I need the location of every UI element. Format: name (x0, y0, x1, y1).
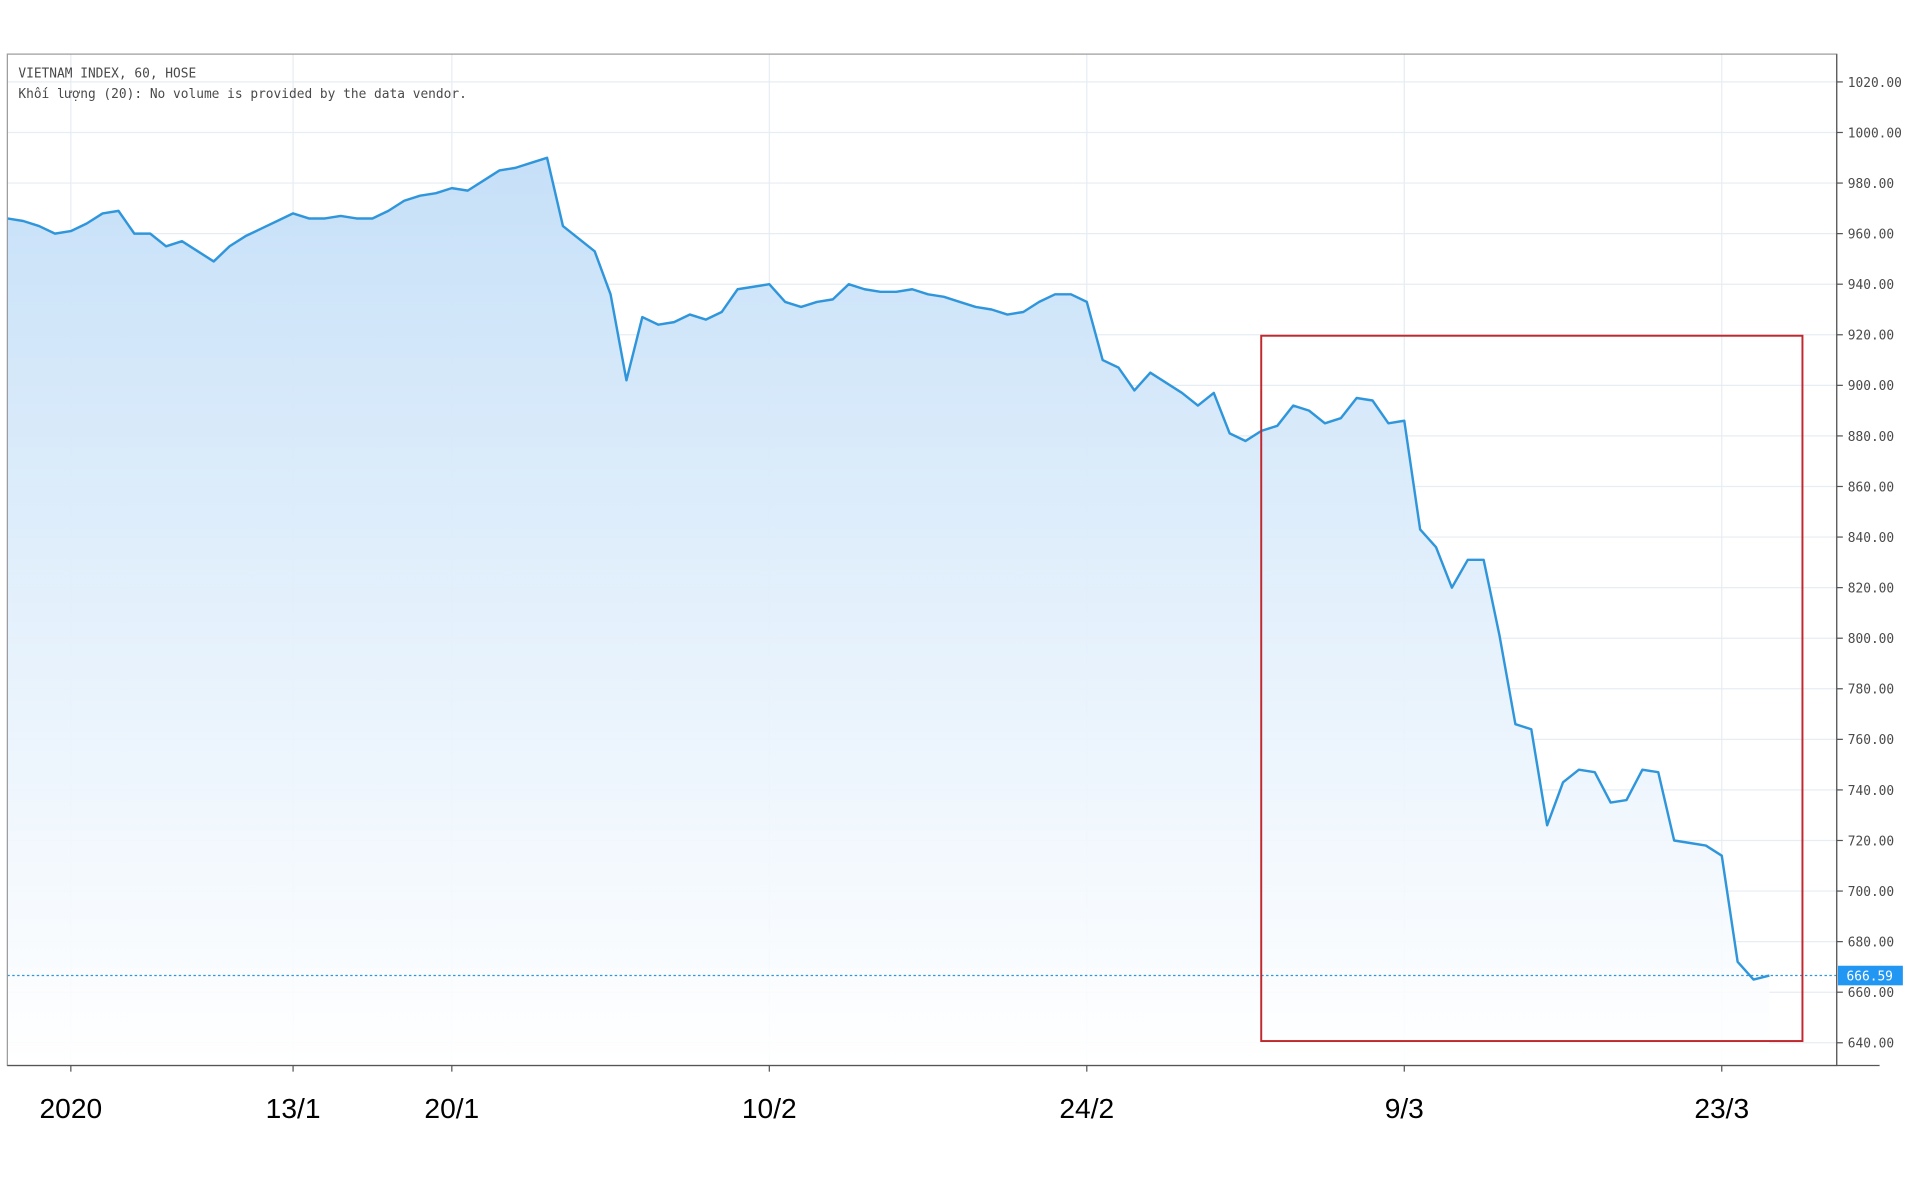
y-tick-label: 860.00 (1848, 480, 1894, 495)
x-tick-label: 9/3 (1385, 1093, 1424, 1124)
plot (7, 156, 1837, 1066)
y-tick-label: 980.00 (1848, 177, 1894, 192)
y-tick-label: 940.00 (1848, 278, 1894, 293)
y-tick-label: 1000.00 (1848, 126, 1902, 141)
area (7, 157, 1770, 1066)
y-tick-label: 740.00 (1848, 784, 1894, 799)
y-tick-label: 840.00 (1848, 531, 1894, 546)
y-tick-label: 900.00 (1848, 379, 1894, 394)
y-tick-label: 800.00 (1848, 632, 1894, 647)
overlay: 640.00 660.00 680.00 700.00 720.00 740.00 760.… (40, 76, 1903, 1124)
y-tick-label: 640.00 (1848, 1037, 1894, 1052)
y-tick-label: 760.00 (1848, 733, 1894, 748)
x-tick-label: 20/1 (424, 1093, 479, 1124)
y-tick-label: 680.00 (1848, 936, 1894, 951)
y-tick-label: 960.00 (1848, 228, 1894, 243)
y-tick-label: 700.00 (1848, 885, 1894, 900)
x-tick-label: 2020 (40, 1093, 103, 1124)
y-tick-label: 660.00 (1848, 986, 1894, 1001)
x-tick-label: 24/2 (1059, 1093, 1114, 1124)
y-tick-label: 820.00 (1848, 582, 1894, 597)
last-value-label: 666.59 (1847, 969, 1893, 984)
chart-title: VIETNAM INDEX, 60, HOSE (18, 66, 196, 81)
y-tick-label: 720.00 (1848, 834, 1894, 849)
x-tick-label: 13/1 (266, 1093, 321, 1124)
last-value-box (1837, 965, 1903, 986)
y-tick-label: 780.00 (1848, 683, 1894, 698)
x-tick-label: 23/3 (1694, 1093, 1749, 1124)
line (7, 156, 1770, 981)
highlight-box (1260, 334, 1804, 1043)
x-tick-label: 10/2 (742, 1093, 797, 1124)
y-tick-label: 880.00 (1848, 430, 1894, 445)
y-tick-label: 1020.00 (1848, 76, 1902, 91)
chart-subtitle: Khối lượng (20): No volume is provided b… (18, 87, 467, 102)
y-tick-label: 920.00 (1848, 329, 1894, 344)
